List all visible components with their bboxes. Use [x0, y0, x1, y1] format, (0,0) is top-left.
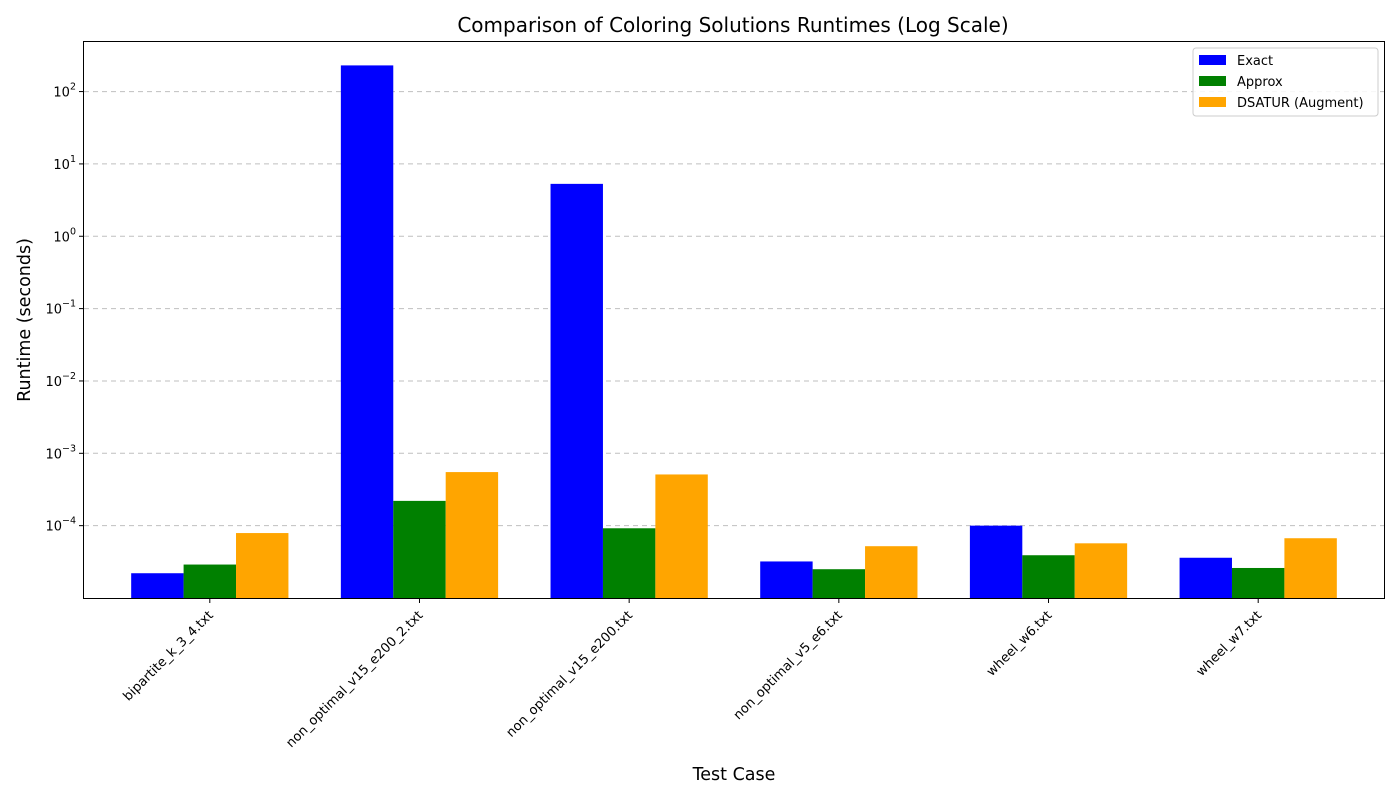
- y-tick-exponent: 1: [70, 154, 76, 165]
- y-tick-label: 100: [53, 226, 76, 245]
- x-axis: bipartite_k_3_4.txt non_optimal_v15_e200_…: [121, 598, 1265, 751]
- y-tick-base: 10: [45, 520, 62, 535]
- bar-exact: [969, 525, 1023, 598]
- y-tick-exponent: −3: [62, 443, 76, 454]
- y-tick-exponent: −4: [62, 516, 76, 527]
- bar-exact: [131, 573, 184, 598]
- x-tick-label: bipartite_k_3_4.txt: [121, 608, 217, 704]
- bar-approx: [812, 569, 866, 598]
- bar-exact: [1179, 557, 1232, 598]
- x-tick-label: non_optimal_v15_e200_2.txt: [284, 608, 427, 751]
- y-tick-base: 10: [45, 447, 62, 462]
- grid-lines: [84, 91, 1384, 527]
- y-tick-base: 10: [53, 86, 70, 101]
- bar-dsatur-augment: [236, 533, 289, 598]
- y-tick-exponent: −1: [62, 299, 76, 310]
- x-tick-label: non_optimal_v5_e6.txt: [731, 608, 846, 723]
- y-tick-exponent: 2: [70, 82, 76, 93]
- bar-approx: [1231, 567, 1285, 598]
- y-tick-label: 10−3: [45, 443, 76, 462]
- bar-exact: [760, 561, 813, 598]
- legend-label: Exact: [1237, 54, 1273, 69]
- legend: Exact Approx DSATUR (Augment): [1192, 47, 1379, 117]
- x-axis-label: Test Case: [692, 765, 776, 785]
- bar-approx: [183, 564, 237, 598]
- legend-swatch: [1199, 97, 1226, 107]
- x-tick-label: wheel_w7.txt: [1194, 608, 1265, 679]
- legend-box: [1192, 47, 1379, 117]
- y-tick-label: 101: [53, 154, 76, 173]
- bar-dsatur-augment: [655, 474, 708, 598]
- x-tick-label: wheel_w6.txt: [984, 608, 1055, 679]
- legend-swatch: [1199, 55, 1226, 65]
- y-tick-base: 10: [45, 375, 62, 390]
- bar-approx: [602, 528, 656, 598]
- bar-approx: [393, 500, 446, 598]
- bar-dsatur-augment: [1074, 543, 1128, 598]
- bars: [131, 65, 1337, 599]
- bar-dsatur-augment: [865, 546, 918, 598]
- bar-exact: [550, 183, 603, 598]
- x-tick-label: non_optimal_v15_e200.txt: [504, 608, 636, 740]
- bar-approx: [1022, 555, 1075, 598]
- legend-label: Approx: [1237, 75, 1283, 90]
- y-tick-label: 10−2: [45, 371, 76, 390]
- plot-frame: [83, 41, 1385, 599]
- legend-swatch: [1199, 76, 1226, 86]
- legend-label: DSATUR (Augment): [1237, 96, 1364, 111]
- bar-exact: [340, 65, 394, 599]
- chart-title: Comparison of Coloring Solutions Runtime…: [457, 13, 1008, 37]
- y-tick-exponent: 0: [70, 226, 76, 237]
- y-tick-label: 102: [53, 82, 76, 101]
- y-tick-label: 10−1: [45, 299, 76, 318]
- bar-dsatur-augment: [1284, 538, 1337, 598]
- y-tick-base: 10: [53, 230, 70, 245]
- y-tick-exponent: −2: [62, 371, 76, 382]
- bar-dsatur-augment: [445, 472, 499, 598]
- y-tick-base: 10: [53, 158, 70, 173]
- y-tick-base: 10: [45, 303, 62, 318]
- y-axis-label: Runtime (seconds): [15, 238, 35, 402]
- y-tick-label: 10−4: [45, 516, 76, 535]
